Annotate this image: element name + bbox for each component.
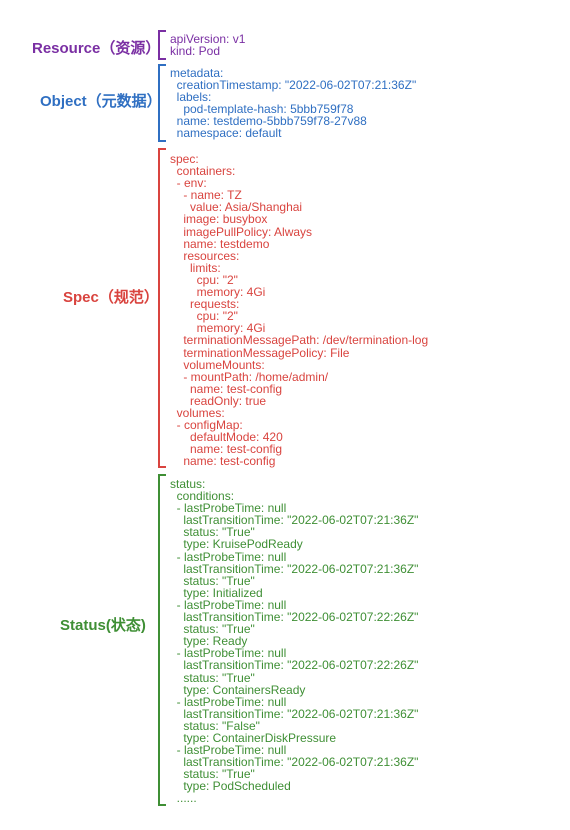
spec-code-line: name: test-config [170, 381, 283, 396]
status-code-line: type: PodScheduled [170, 779, 291, 794]
resource-code-line: apiVersion: v1 [170, 32, 246, 46]
spec-code-line: terminationMessagePath: /dev/termination… [170, 333, 429, 348]
status-code-line: conditions: [170, 489, 235, 504]
spec-label: Spec（规范） [63, 289, 159, 306]
spec-code-line: memory: 4Gi [170, 321, 266, 336]
object-code-line: namespace: default [170, 126, 282, 141]
spec-code-line: resources: [170, 248, 240, 263]
spec-code-line: requests: [170, 297, 240, 312]
spec-code-line: cpu: "2" [170, 272, 238, 287]
spec-code-line: terminationMessagePolicy: File [170, 345, 350, 360]
status-code-line: type: Initialized [170, 585, 263, 600]
object-label: Object（元数据） [40, 93, 162, 110]
object-code-line: metadata: [170, 66, 224, 80]
spec-code-line: containers: [170, 164, 236, 179]
status-code-line: - lastProbeTime: null [170, 743, 287, 758]
spec-code-line: value: Asia/Shanghai [170, 200, 303, 215]
spec-code-line: name: test-config [170, 454, 276, 469]
status-code-line: status: [170, 477, 206, 491]
status-bracket [158, 474, 166, 806]
status-code-line: lastTransitionTime: "2022-06-02T07:21:36… [170, 755, 419, 770]
status-code-line: - lastProbeTime: null [170, 501, 287, 516]
spec-code-line: imagePullPolicy: Always [170, 224, 313, 239]
status-code-line: - lastProbeTime: null [170, 549, 287, 564]
status-code-line: type: ContainersReady [170, 682, 306, 697]
status-code-line: ...... [170, 791, 197, 806]
spec-code: spec: containers: - env: - name: TZ valu… [170, 152, 429, 469]
status-code-line: status: "True" [170, 573, 255, 588]
object-code: metadata: creationTimestamp: "2022-06-02… [170, 67, 416, 140]
status-code-line: lastTransitionTime: "2022-06-02T07:22:26… [170, 658, 419, 673]
spec-code-line: - env: [170, 176, 207, 191]
spec-code-line: readOnly: true [170, 393, 267, 408]
status-code-line: - lastProbeTime: null [170, 646, 287, 661]
object-bracket [158, 64, 166, 142]
spec-code-line: volumes: [170, 405, 225, 420]
status-code: status: conditions: - lastProbeTime: nul… [170, 478, 418, 805]
status-code-line: type: Ready [170, 634, 248, 649]
resource-code-line: kind: Pod [170, 44, 221, 59]
object-code-line: labels: [170, 90, 212, 105]
status-code-line: status: "False" [170, 718, 260, 733]
status-code-line: lastTransitionTime: "2022-06-02T07:21:36… [170, 706, 419, 721]
spec-code-line: name: testdemo [170, 236, 270, 251]
spec-code-line: name: test-config [170, 442, 283, 457]
status-code-line: lastTransitionTime: "2022-06-02T07:21:36… [170, 561, 419, 576]
spec-code-line: defaultMode: 420 [170, 430, 283, 445]
spec-code-line: cpu: "2" [170, 309, 238, 324]
spec-code-line: memory: 4Gi [170, 285, 266, 300]
spec-code-line: - mountPath: /home/admin/ [170, 369, 329, 384]
spec-bracket [158, 148, 166, 468]
spec-code-line: volumeMounts: [170, 357, 265, 372]
status-code-line: status: "True" [170, 767, 255, 782]
status-code-line: status: "True" [170, 622, 255, 637]
resource-label: Resource（资源） [32, 40, 161, 57]
object-code-line: creationTimestamp: "2022-06-02T07:21:36Z… [170, 78, 417, 93]
resource-code: apiVersion: v1 kind: Pod [170, 33, 245, 57]
status-code-line: type: ContainerDiskPressure [170, 730, 337, 745]
status-code-line: - lastProbeTime: null [170, 597, 287, 612]
status-code-line: lastTransitionTime: "2022-06-02T07:21:36… [170, 513, 419, 528]
status-code-line: type: KruisePodReady [170, 537, 303, 552]
status-code-line: status: "True" [170, 525, 255, 540]
object-code-line: name: testdemo-5bbb759f78-27v88 [170, 114, 367, 129]
status-code-line: lastTransitionTime: "2022-06-02T07:22:26… [170, 610, 419, 625]
spec-code-line: - name: TZ [170, 188, 242, 203]
status-code-line: status: "True" [170, 670, 255, 685]
resource-bracket [158, 30, 166, 60]
status-label: Status(状态) [60, 617, 146, 634]
spec-code-line: image: busybox [170, 212, 268, 227]
spec-code-line: spec: [170, 152, 199, 166]
spec-code-line: - configMap: [170, 418, 243, 433]
spec-code-line: limits: [170, 260, 221, 275]
status-code-line: - lastProbeTime: null [170, 694, 287, 709]
object-code-line: pod-template-hash: 5bbb759f78 [170, 102, 354, 117]
